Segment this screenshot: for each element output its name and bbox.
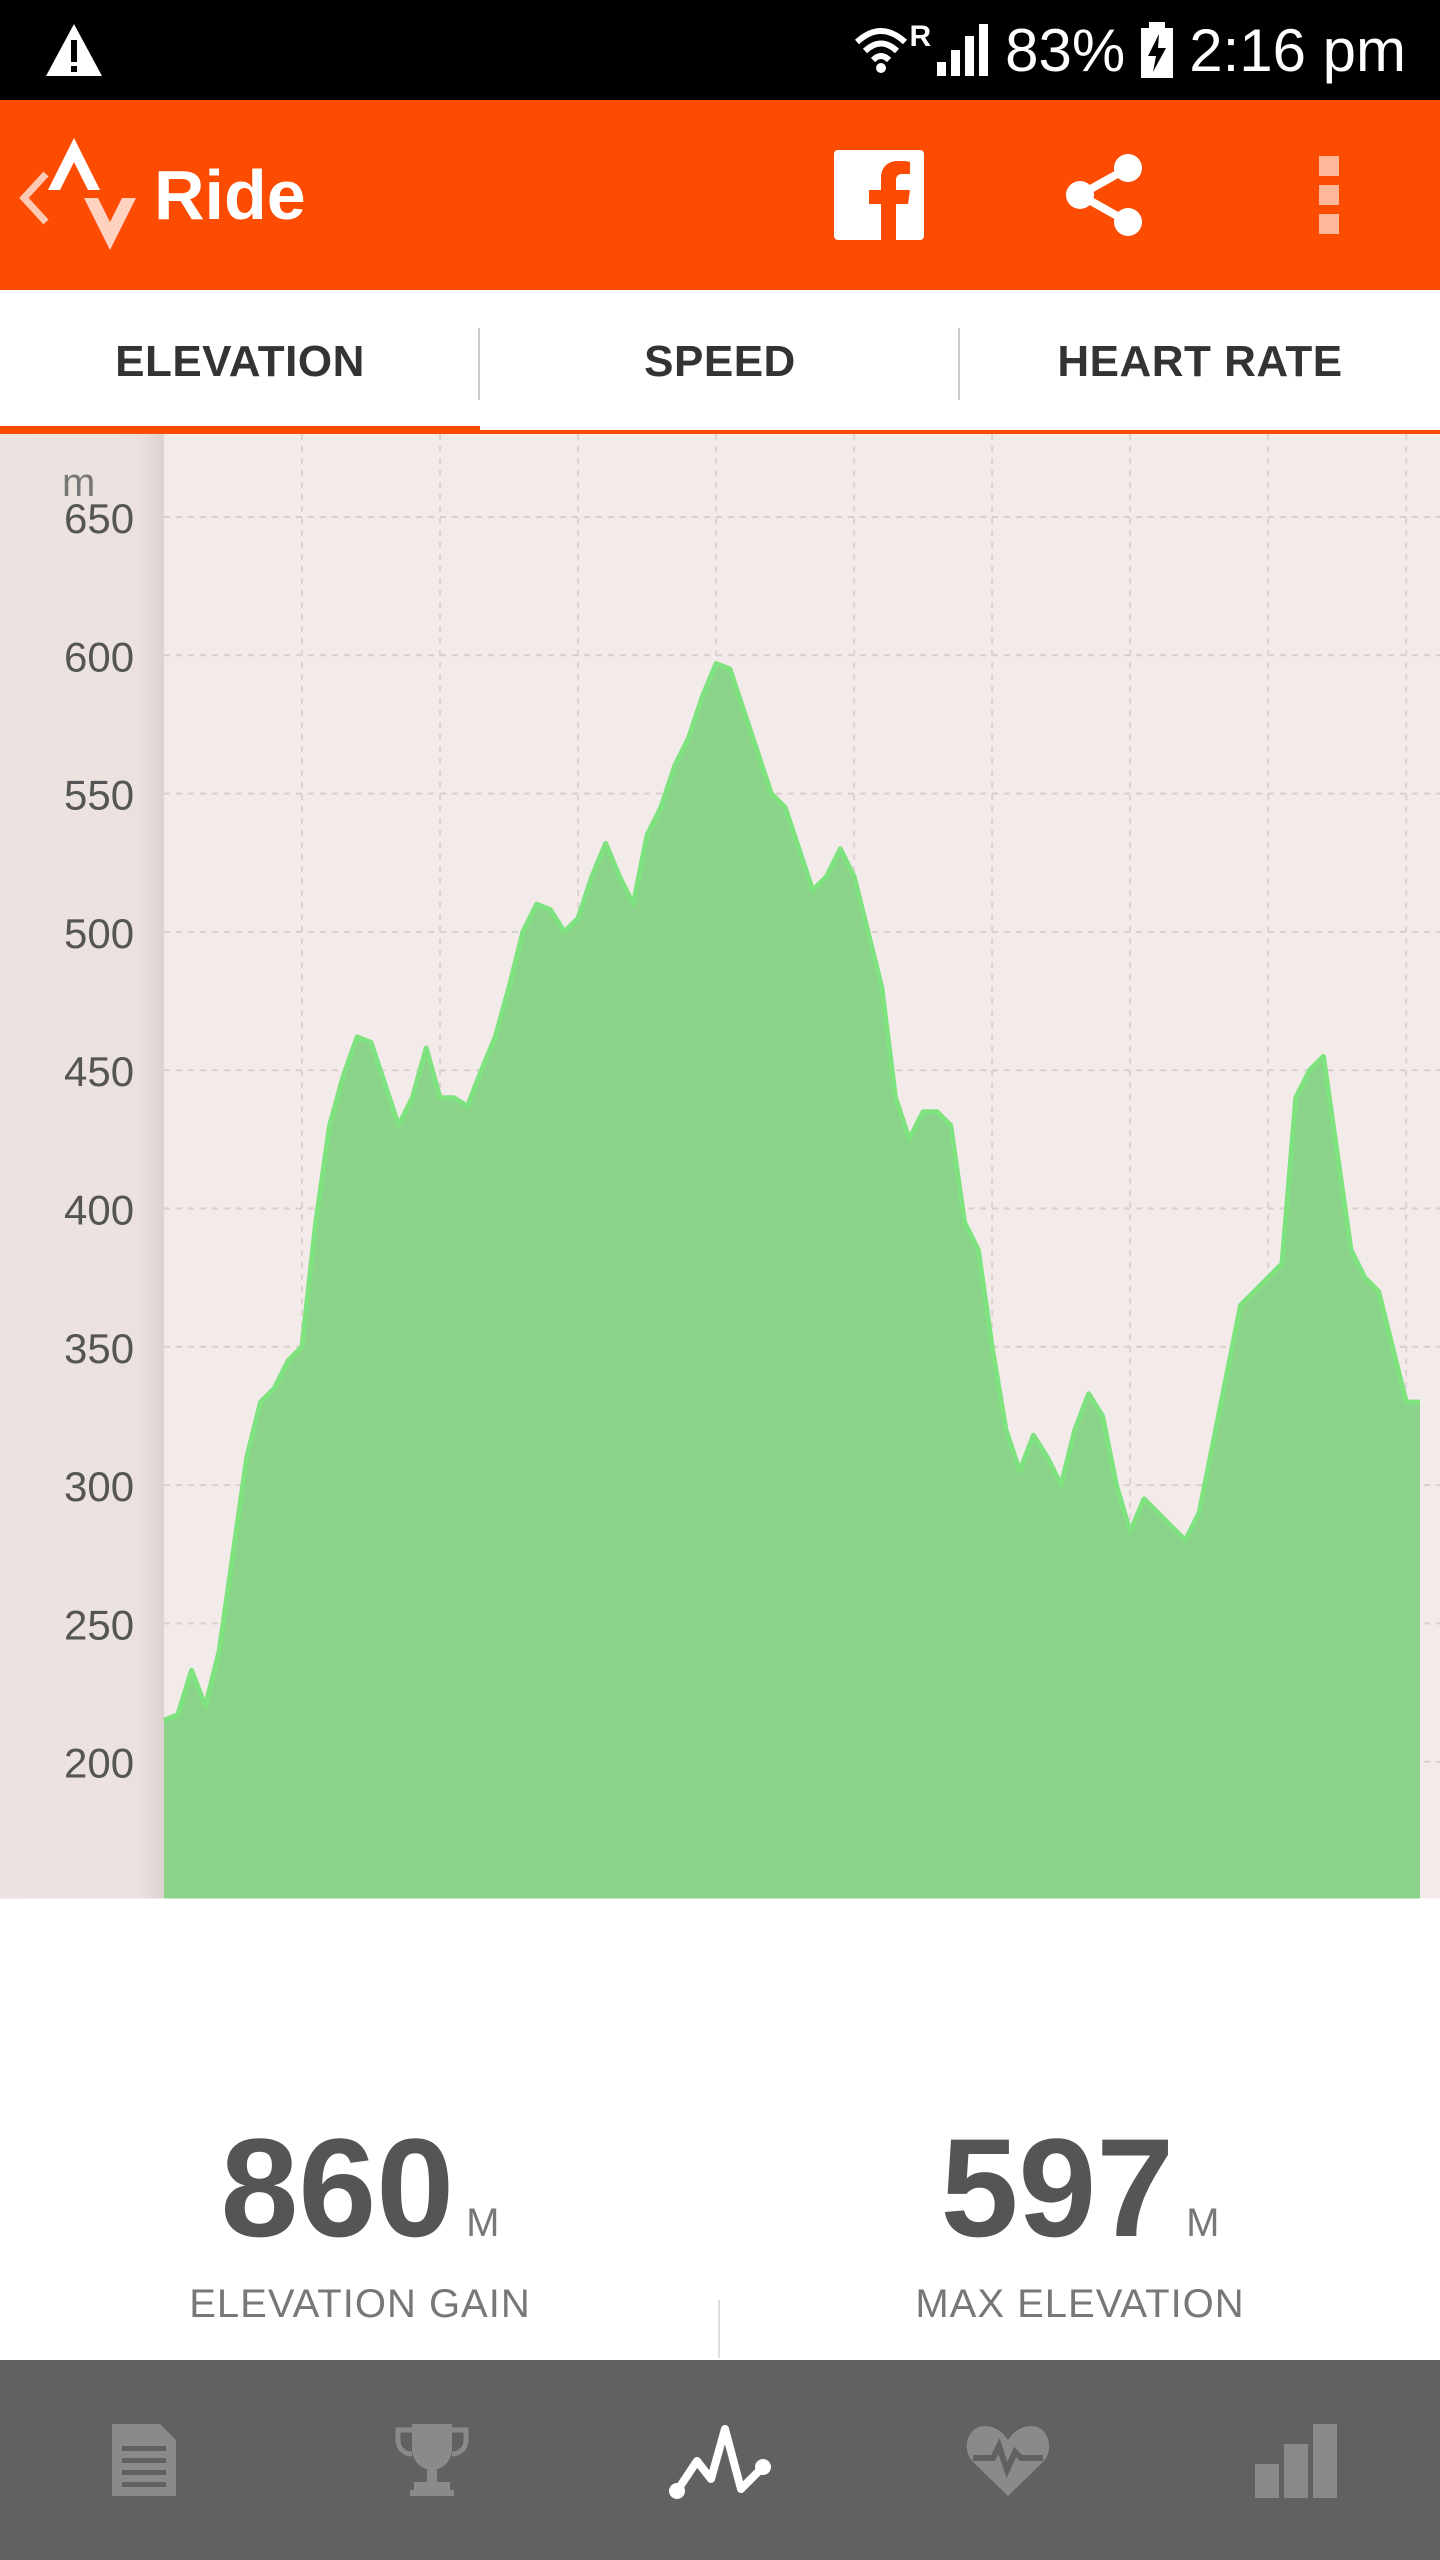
stat-max-elevation: 597 M MAX ELEVATION xyxy=(720,2066,1440,2360)
elevation-gain-unit: M xyxy=(466,2201,500,2245)
bar-chart-icon xyxy=(1255,2424,1337,2498)
y-tick-label: 300 xyxy=(64,1463,134,1510)
warning-icon xyxy=(46,24,102,76)
tab-divider xyxy=(478,328,480,400)
wifi-icon xyxy=(855,28,908,73)
roaming-indicator: R xyxy=(909,20,932,53)
battery-percentage: 83% xyxy=(1005,16,1126,84)
tab-heart-rate-label: HEART RATE xyxy=(1057,337,1343,386)
facebook-icon xyxy=(834,150,924,240)
stats-panel: 860 M ELEVATION GAIN 597 M MAX ELEVATION xyxy=(0,2066,1440,2360)
nav-heart-rate[interactable] xyxy=(864,2360,1152,2560)
bottom-nav xyxy=(0,2360,1440,2560)
y-axis-panel xyxy=(0,434,164,1900)
y-tick-label: 600 xyxy=(64,633,134,680)
overflow-menu-icon xyxy=(1319,156,1339,234)
elevation-chart[interactable]: 2002503003504004505005506006500510152025… xyxy=(0,434,1440,2066)
tab-bar: ELEVATION SPEED HEART RATE xyxy=(0,290,1440,436)
strava-logo-icon[interactable] xyxy=(48,138,136,254)
y-axis-unit-label: m xyxy=(62,461,95,505)
document-icon xyxy=(112,2424,176,2496)
stat-value-container: 860 M xyxy=(0,2118,720,2293)
page-title: Ride xyxy=(154,156,306,234)
share-icon xyxy=(1066,154,1142,236)
heart-rate-icon xyxy=(966,2426,1050,2496)
y-tick-label: 500 xyxy=(64,910,134,957)
battery-charging-icon xyxy=(1141,22,1174,78)
tab-speed-label: SPEED xyxy=(644,337,796,386)
analysis-chart-icon xyxy=(669,2425,771,2499)
back-chevron-icon[interactable] xyxy=(14,168,54,228)
y-tick-label: 400 xyxy=(64,1186,134,1233)
nav-stats[interactable] xyxy=(1152,2360,1440,2560)
y-tick-label: 650 xyxy=(64,495,134,542)
tab-elevation-label: ELEVATION xyxy=(115,337,365,386)
max-elevation-unit: M xyxy=(1186,2201,1220,2245)
overflow-menu-button[interactable] xyxy=(1274,140,1384,250)
trophy-icon xyxy=(395,2424,469,2496)
elevation-gain-label: ELEVATION GAIN xyxy=(189,2282,531,2326)
app-bar xyxy=(0,100,1440,290)
tab-underline xyxy=(0,430,1440,434)
stats-divider xyxy=(718,2300,720,2358)
tab-speed[interactable]: SPEED xyxy=(480,290,960,434)
max-elevation-label: MAX ELEVATION xyxy=(915,2282,1245,2326)
nav-achievements[interactable] xyxy=(288,2360,576,2560)
signal-icon xyxy=(937,24,989,76)
clock: 2:16 pm xyxy=(1189,16,1406,84)
y-tick-label: 250 xyxy=(64,1601,134,1648)
tab-divider xyxy=(958,328,960,400)
stat-value-container: 597 M xyxy=(720,2118,1440,2293)
elevation-area xyxy=(164,663,1420,1900)
y-tick-label: 350 xyxy=(64,1325,134,1372)
elevation-line xyxy=(163,661,1420,1723)
tab-heart-rate[interactable]: HEART RATE xyxy=(960,290,1440,434)
status-bar: R 83% 2:16 pm xyxy=(0,0,1440,100)
share-button[interactable] xyxy=(1050,140,1160,250)
y-tick-label: 200 xyxy=(64,1740,134,1787)
nav-analysis[interactable] xyxy=(576,2360,864,2560)
max-elevation-value: 597 xyxy=(940,2109,1175,2266)
y-tick-label: 550 xyxy=(64,772,134,819)
tab-elevation[interactable]: ELEVATION xyxy=(0,290,480,436)
elevation-chart-container[interactable]: 2002503003504004505005506006500510152025… xyxy=(0,434,1440,2066)
stat-elevation-gain: 860 M ELEVATION GAIN xyxy=(0,2066,720,2360)
elevation-gain-value: 860 xyxy=(220,2109,455,2266)
facebook-button[interactable] xyxy=(824,140,934,250)
nav-overview[interactable] xyxy=(0,2360,288,2560)
y-tick-label: 450 xyxy=(64,1048,134,1095)
